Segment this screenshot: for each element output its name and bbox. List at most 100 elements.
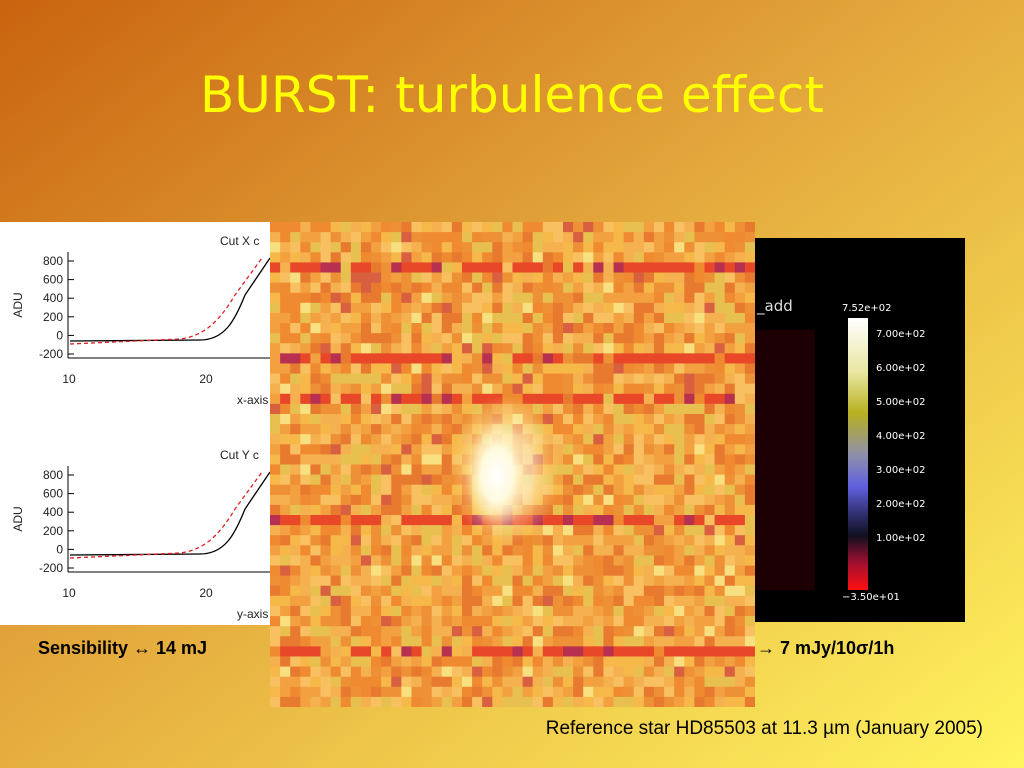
pixel: [451, 616, 463, 627]
pixel: [694, 232, 705, 243]
pixel: [270, 222, 281, 233]
pixel: [542, 575, 554, 587]
pixel: [552, 595, 564, 607]
pixel: [350, 292, 362, 304]
pixel: [421, 666, 433, 678]
pixel: [350, 393, 362, 405]
pixel: [613, 636, 625, 647]
pixel: [603, 262, 615, 274]
pixel: [401, 292, 412, 304]
pixel: [552, 484, 564, 496]
pixel: [744, 323, 755, 334]
pixel: [613, 424, 625, 435]
pixel: [482, 383, 493, 395]
pixel: [381, 353, 392, 364]
pixel: [431, 676, 443, 688]
pixel: [633, 605, 645, 617]
pixel: [573, 504, 584, 516]
pixel: [461, 242, 473, 253]
pixel: [391, 545, 402, 556]
pixel: [684, 413, 695, 425]
pixel: [623, 262, 635, 274]
pixel: [461, 646, 473, 657]
pixel: [411, 696, 423, 707]
pixel: [472, 282, 483, 294]
pixel: [401, 403, 412, 415]
pixel: [633, 696, 645, 707]
pixel: [694, 626, 705, 637]
pixel: [623, 646, 635, 657]
pixel: [734, 555, 746, 567]
pixel: [664, 292, 675, 304]
pixel: [280, 686, 291, 698]
pixel: [653, 454, 665, 465]
pixel: [472, 333, 483, 344]
pixel: [421, 232, 433, 243]
pixel: [401, 232, 412, 243]
pixel: [350, 646, 362, 657]
pixel: [371, 393, 382, 405]
pixel: [502, 605, 513, 617]
pixel: [461, 282, 473, 294]
pixel: [744, 585, 755, 597]
pixel: [441, 242, 453, 253]
pixel: [684, 333, 695, 344]
pixel: [734, 232, 746, 243]
pixel: [613, 575, 625, 587]
pixel: [674, 252, 685, 263]
pixel: [694, 242, 705, 253]
pixel: [633, 252, 645, 263]
pixel: [320, 626, 332, 637]
pixel: [431, 262, 443, 274]
pixel: [350, 434, 362, 445]
pixel: [391, 525, 402, 536]
pixel: [573, 302, 584, 314]
pixel: [441, 393, 453, 405]
pixel: [371, 494, 382, 506]
pixel: [411, 393, 423, 405]
pixel: [694, 424, 705, 435]
pixel: [421, 222, 433, 233]
pixel: [643, 413, 655, 425]
pixel: [502, 575, 513, 587]
pixel: [482, 666, 493, 678]
pixel: [350, 343, 362, 354]
pixel: [532, 626, 544, 637]
pixel: [492, 565, 503, 577]
pixel: [613, 595, 625, 607]
pixel: [714, 646, 726, 657]
pixel: [734, 575, 746, 587]
pixel: [633, 353, 645, 364]
pixel: [290, 424, 301, 435]
pixel: [724, 575, 736, 587]
pixel: [300, 444, 311, 455]
pixel: [643, 616, 655, 627]
pixel: [664, 484, 675, 496]
pixel: [421, 393, 433, 405]
pixel: [653, 413, 665, 425]
slide-title: BURST: turbulence effect: [200, 66, 824, 124]
pixel: [451, 686, 463, 698]
pixel: [290, 323, 301, 334]
pixel: [653, 312, 665, 324]
pixel: [381, 292, 392, 304]
pixel: [280, 272, 291, 284]
pixel: [653, 585, 665, 597]
pixel: [724, 686, 736, 698]
pixel: [734, 312, 746, 324]
pixel: [502, 252, 513, 263]
pixel: [310, 656, 322, 668]
pixel: [461, 272, 473, 284]
pixel: [664, 434, 675, 445]
pixel: [371, 525, 382, 536]
pixel: [502, 282, 513, 294]
pixel: [340, 312, 352, 324]
pixel: [461, 343, 473, 354]
pixel: [744, 312, 755, 324]
pixel: [411, 484, 423, 496]
pixel: [714, 373, 726, 385]
pixel: [270, 666, 281, 678]
pixel: [472, 383, 483, 395]
pixel: [593, 535, 604, 546]
pixel: [360, 282, 372, 294]
